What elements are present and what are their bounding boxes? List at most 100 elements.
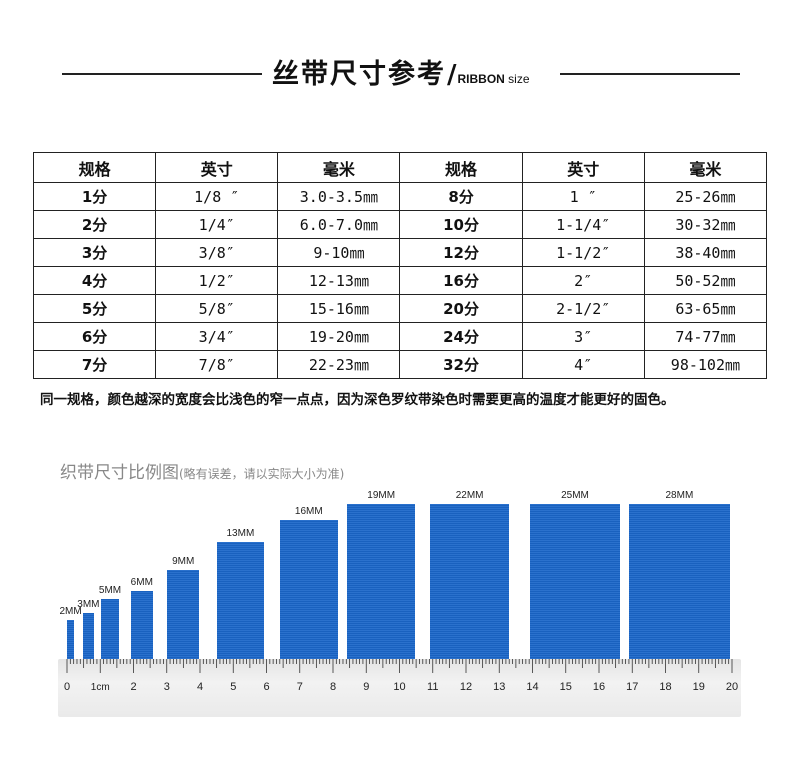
cell-mm: 74-77㎜ (643, 322, 768, 351)
cell-spec: 10分 (399, 210, 523, 239)
ribbon-label: 9MM (172, 556, 195, 568)
ribbon-swatch (67, 619, 75, 659)
ribbon-swatch (131, 591, 153, 659)
ribbon-label: 25MM (561, 490, 589, 501)
cell-inch: 4″ (521, 350, 645, 379)
ribbon-swatch (530, 504, 620, 659)
col-header-mm: 毫米 (277, 152, 401, 183)
cell-inch: 1-1/2″ (521, 238, 645, 267)
cell-mm: 12-13㎜ (277, 266, 401, 295)
cell-spec: 5分 (32, 294, 157, 323)
cell-mm: 15-16㎜ (277, 294, 401, 323)
ribbon-label: 22MM (455, 490, 484, 501)
ruler-label: 1cm (91, 682, 110, 693)
ruler-label: 10 (393, 681, 405, 693)
cell-mm: 98-102㎜ (643, 350, 768, 379)
ribbon-label: 28MM (665, 490, 694, 501)
cell-inch: 1 ″ (521, 182, 645, 211)
cell-mm: 30-32㎜ (643, 210, 768, 239)
cell-inch: 3/8″ (155, 238, 279, 267)
size-table: 规格 英寸 毫米 规格 英寸 毫米 1分 1/8 ″ 3.0-3.5㎜ 8分 1… (32, 152, 768, 379)
col-header-inch-2: 英寸 (521, 152, 645, 183)
ruler-label: 19 (693, 681, 705, 693)
ruler-scale: 0 1cm 2 3 4 5 6 7 8 9 10 11 12 13 14 15 16 17 18 19 20 (64, 659, 738, 693)
ruler-label: 3 (164, 681, 170, 693)
table-row: 5分 5/8″ 15-16㎜ 20分 2-1/2″ 63-65㎜ (32, 294, 768, 323)
cell-inch: 7/8″ (155, 350, 279, 379)
cell-spec: 7分 (32, 350, 157, 379)
header-rule-right (560, 73, 740, 75)
col-header-spec: 规格 (32, 152, 157, 183)
ruler-label: 14 (526, 681, 538, 693)
header-title-en: RIBBON size (457, 72, 530, 86)
ruler-label: 4 (197, 681, 203, 693)
ribbon-label: 19MM (367, 490, 396, 501)
header-rule-left (62, 73, 262, 75)
cell-mm: 22-23㎜ (277, 350, 401, 379)
ruler-label: 9 (363, 681, 369, 693)
cell-spec: 6分 (32, 322, 157, 351)
ribbon-label: 6MM (130, 577, 153, 589)
table-row: 1分 1/8 ″ 3.0-3.5㎜ 8分 1 ″ 25-26㎜ (32, 182, 768, 211)
cell-spec: 8分 (399, 182, 523, 211)
ruler-label: 17 (626, 681, 638, 693)
ruler-label: 11 (427, 681, 438, 693)
compare-title: 织带尺寸比例图(略有误差，请以实际大小为准) (60, 463, 345, 483)
cell-spec: 4分 (32, 266, 157, 295)
color-width-note: 同一规格，颜色越深的宽度会比浅色的窄一点点，因为深色罗纹带染色时需要更高的温度才… (40, 392, 675, 408)
ruler-label: 16 (593, 681, 605, 693)
ribbon-swatch (217, 541, 264, 659)
cell-inch: 2″ (521, 266, 645, 295)
table-row: 6分 3/4″ 19-20㎜ 24分 3″ 74-77㎜ (32, 322, 768, 351)
cell-mm: 3.0-3.5㎜ (277, 182, 401, 211)
ruler-label: 5 (230, 681, 236, 693)
ribbon-swatch (347, 504, 416, 659)
cell-spec: 1分 (32, 182, 157, 211)
header-slash: / (447, 60, 457, 90)
ribbon-swatch (280, 520, 338, 659)
cell-inch: 1/8 ″ (155, 182, 279, 211)
cell-mm: 38-40㎜ (643, 238, 768, 267)
compare-subtitle: (略有误差，请以实际大小为准) (179, 467, 345, 481)
ruler-label: 0 (64, 681, 70, 693)
ribbon-label: 5MM (98, 584, 122, 596)
ruler: 0 1cm 2 3 4 5 6 7 8 9 10 11 12 13 14 15 16 17 18 19 20 (58, 659, 741, 717)
table-row: 2分 1/4″ 6.0-7.0㎜ 10分 1-1/4″ 30-32㎜ (32, 210, 768, 239)
cell-mm: 25-26㎜ (643, 182, 768, 211)
ruler-label: 2 (130, 681, 136, 693)
table-row: 7分 7/8″ 22-23㎜ 32分 4″ 98-102㎜ (32, 350, 768, 379)
table-row: 3分 3/8″ 9-10㎜ 12分 1-1/2″ 38-40㎜ (32, 238, 768, 267)
ribbon-label: 2MM (59, 605, 82, 617)
cell-inch: 3/4″ (155, 322, 279, 351)
cell-spec: 24分 (399, 322, 523, 351)
ruler-label: 13 (493, 681, 505, 693)
cell-spec: 3分 (32, 238, 157, 267)
cell-mm: 9-10㎜ (277, 238, 401, 267)
ribbon-swatch (430, 504, 510, 659)
ruler-label: 12 (460, 681, 472, 693)
cell-inch: 1/4″ (155, 210, 279, 239)
cell-spec: 32分 (399, 350, 523, 379)
ruler-label: 15 (560, 681, 572, 693)
ribbon-label: 3MM (77, 598, 100, 610)
ribbon-swatch (101, 598, 119, 659)
cell-mm: 6.0-7.0㎜ (277, 210, 401, 239)
cell-mm: 19-20㎜ (277, 322, 401, 351)
header-title: 丝带尺寸参考 / RIBBON size (272, 52, 562, 92)
cell-inch: 5/8″ (155, 294, 279, 323)
cell-inch: 1-1/4″ (521, 210, 645, 239)
ribbon-swatch (83, 612, 94, 659)
table-row: 4分 1/2″ 12-13㎜ 16分 2″ 50-52㎜ (32, 266, 768, 295)
ribbon-label: 16MM (294, 506, 323, 518)
ribbon-swatch (629, 504, 730, 659)
ribbon-swatch (167, 570, 200, 659)
cell-inch: 2-1/2″ (521, 294, 645, 323)
page-header: 丝带尺寸参考 / RIBBON size (0, 52, 800, 92)
cell-spec: 2分 (32, 210, 157, 239)
col-header-spec-2: 规格 (399, 152, 523, 183)
ruler-label: 20 (726, 681, 738, 693)
cell-spec: 16分 (399, 266, 523, 295)
cell-mm: 63-65㎜ (643, 294, 768, 323)
ruler-label: 8 (330, 681, 336, 693)
cell-mm: 50-52㎜ (643, 266, 768, 295)
